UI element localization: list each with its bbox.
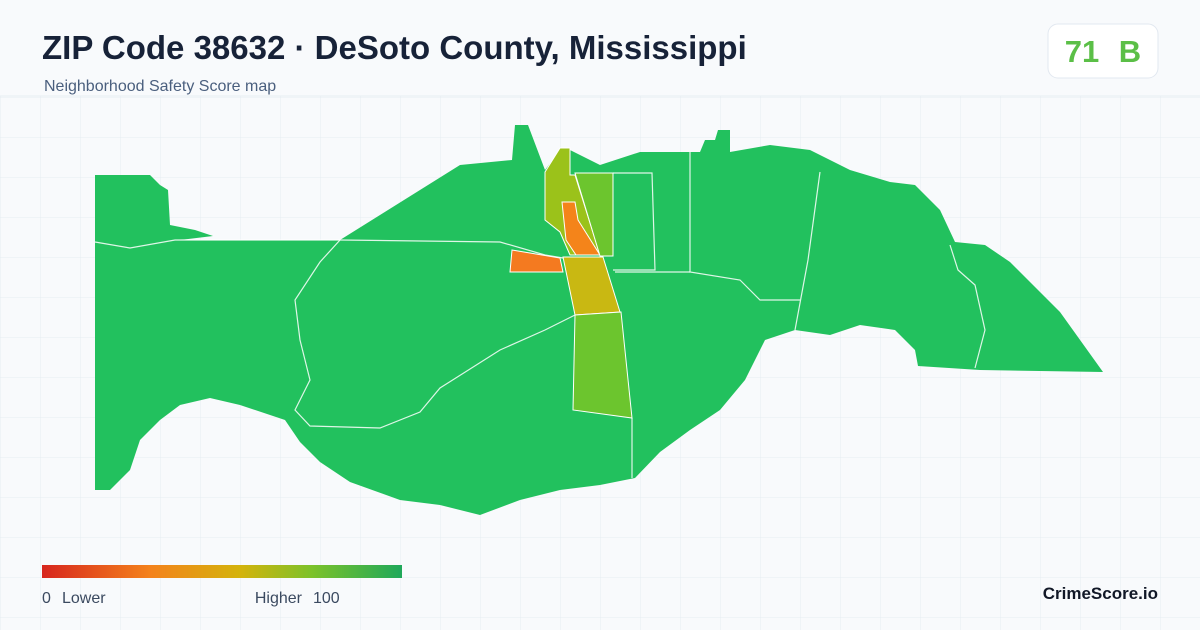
score-value: 71 [1065, 34, 1099, 69]
map [94, 125, 1103, 515]
boundary [794, 171, 821, 331]
score-grade: B [1119, 34, 1141, 69]
legend-gradient [42, 565, 402, 578]
brand: CrimeScore.io [1043, 584, 1158, 603]
region [574, 172, 614, 257]
boundary [949, 244, 986, 369]
boundary [613, 172, 656, 271]
region [572, 311, 633, 419]
legend-min-label: Lower [62, 590, 106, 607]
region [509, 249, 564, 273]
boundary [689, 152, 800, 301]
title: ZIP Code 38632 · DeSoto County, Mississi… [42, 29, 747, 66]
legend-max-label: Higher [255, 590, 303, 607]
boundary [294, 239, 576, 429]
subtitle: Neighborhood Safety Score map [44, 78, 276, 95]
legend-min: 0 [42, 590, 51, 607]
score-box [1047, 23, 1159, 79]
legend-max: 100 [313, 590, 340, 607]
